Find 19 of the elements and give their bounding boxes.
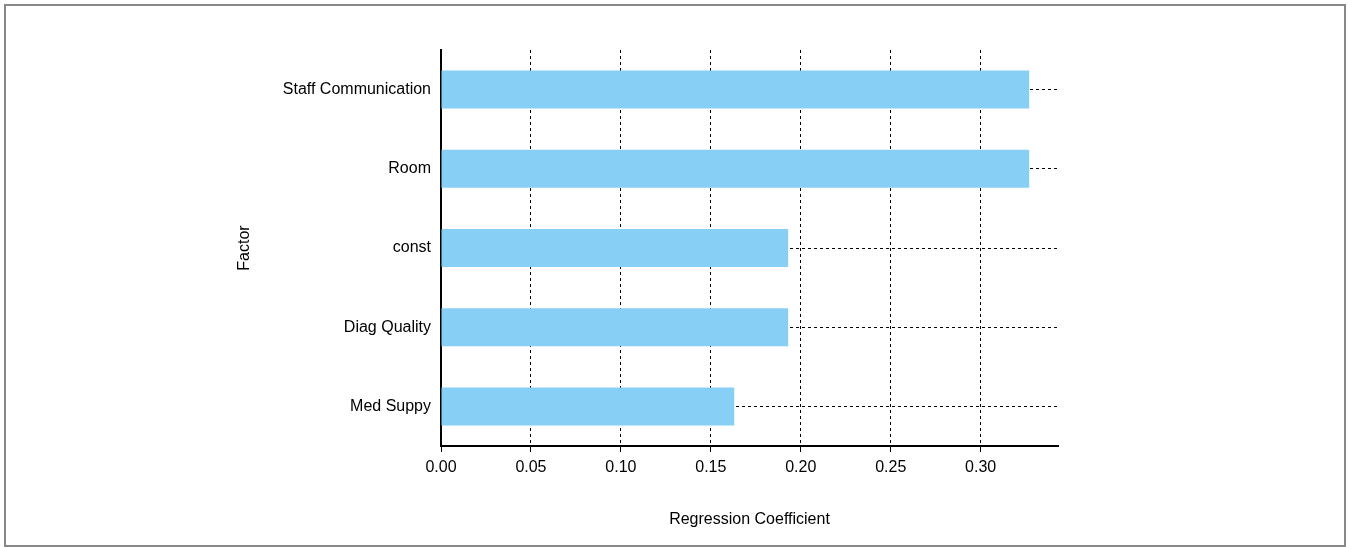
x-tick-label: 0.25 [875,458,907,476]
x-tick-label: 0.20 [785,458,817,476]
y-axis-title: Factor [235,224,253,271]
y-tick-label: Room [388,159,431,177]
x-tick-label: 0.00 [425,458,457,476]
bar [441,149,1030,188]
bar [441,228,789,268]
bar [441,308,789,347]
x-tick-label: 0.10 [605,458,637,476]
y-tick-label: Staff Communication [282,80,431,98]
y-tick-label: const [392,238,432,256]
bar [441,70,1030,109]
x-axis-title: Regression Coefficient [669,509,831,527]
y-tick-label: Med Suppy [350,396,431,414]
bar [441,387,735,426]
x-tick-label: 0.15 [695,458,727,476]
x-tick-label: 0.05 [515,458,547,476]
y-tick-label: Diag Quality [343,317,431,335]
x-tick-label: 0.30 [965,458,997,476]
